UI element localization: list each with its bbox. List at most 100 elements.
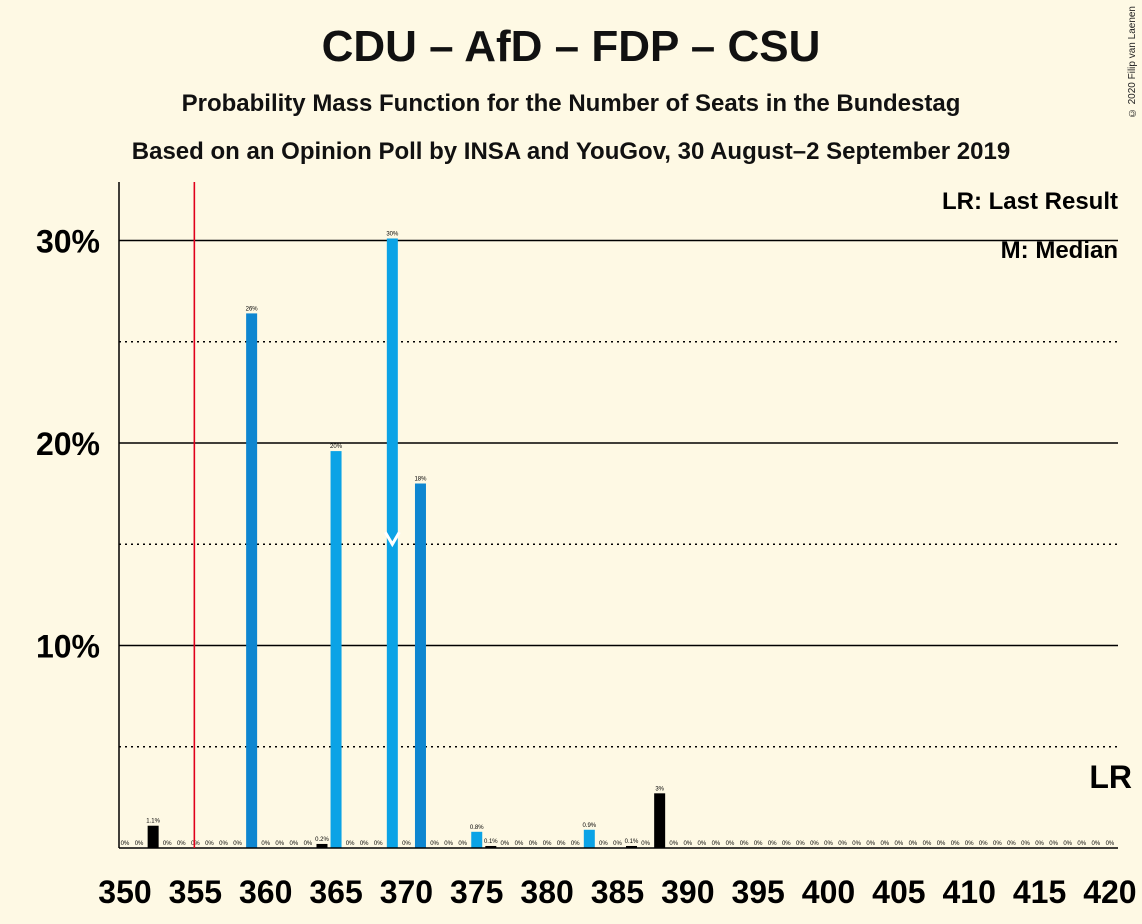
bar-376 — [485, 845, 497, 848]
bar-label-353: 0% — [163, 841, 172, 847]
bar-label-418: 0% — [1077, 841, 1086, 847]
bar-label-419: 0% — [1091, 841, 1100, 847]
legend-last-result: LR: Last Result — [942, 188, 1118, 215]
chart-subtitle-poll: Based on an Opinion Poll by INSA and You… — [131, 138, 1011, 165]
chart-title: CDU – AfD – FDP – CSU — [321, 22, 821, 71]
gridlines — [119, 239, 1118, 748]
bar-label-370: 0% — [402, 841, 411, 847]
bar-label-384: 0% — [599, 841, 608, 847]
bars — [147, 238, 666, 849]
bar-label-387: 0% — [641, 841, 650, 847]
bar-label-409: 0% — [951, 841, 960, 847]
bar-label-367: 0% — [360, 841, 369, 847]
bar-365 — [330, 451, 342, 848]
bar-label-366: 0% — [346, 841, 355, 847]
bar-label-381: 0% — [557, 841, 566, 847]
bar-label-404: 0% — [880, 841, 889, 847]
bar-label-376: 0.1% — [484, 839, 498, 845]
x-tick-405: 405 — [872, 874, 925, 910]
bar-375 — [471, 831, 483, 848]
bar-label-410: 0% — [965, 841, 974, 847]
bar-label-354: 0% — [177, 841, 186, 847]
bar-label-386: 0.1% — [625, 839, 639, 845]
bar-359 — [246, 313, 258, 848]
bar-386 — [626, 845, 638, 848]
y-tick-10: 10% — [36, 629, 100, 665]
bar-label-368: 0% — [374, 841, 383, 847]
bar-label-408: 0% — [937, 841, 946, 847]
bar-label-362: 0% — [290, 841, 299, 847]
bar-label-371: 18% — [414, 477, 427, 483]
axes — [118, 182, 1118, 849]
bar-label-373: 0% — [444, 841, 453, 847]
bar-label-364: 0.2% — [315, 837, 329, 843]
bar-label-406: 0% — [909, 841, 918, 847]
x-tick-370: 370 — [380, 874, 433, 910]
bar-label-414: 0% — [1021, 841, 1030, 847]
bar-label-361: 0% — [275, 841, 284, 847]
bar-label-407: 0% — [923, 841, 932, 847]
bar-label-400: 0% — [824, 841, 833, 847]
bar-label-385: 0% — [613, 841, 622, 847]
x-tick-365: 365 — [309, 874, 362, 910]
x-tick-390: 390 — [661, 874, 714, 910]
bar-352 — [147, 825, 159, 848]
bar-label-392: 0% — [712, 841, 721, 847]
bar-364 — [316, 843, 328, 848]
bar-label-391: 0% — [698, 841, 707, 847]
bar-label-369: 30% — [386, 231, 399, 237]
bar-388 — [654, 793, 666, 848]
bar-label-358: 0% — [233, 841, 242, 847]
bar-label-389: 0% — [669, 841, 678, 847]
bar-label-397: 0% — [782, 841, 791, 847]
x-tick-410: 410 — [943, 874, 996, 910]
bar-label-388: 3% — [655, 786, 664, 792]
x-tick-labels: 350 355 360 365 370 375 380 385 390 395 400 405 410 4… — [98, 874, 1136, 910]
x-tick-385: 385 — [591, 874, 644, 910]
legend-median: M: Median — [1001, 237, 1118, 264]
bar-label-383: 0.9% — [582, 823, 596, 829]
bar-label-360: 0% — [261, 841, 270, 847]
markers — [193, 182, 401, 848]
bar-371 — [414, 483, 426, 848]
x-tick-375: 375 — [450, 874, 503, 910]
bar-label-350: 0% — [121, 841, 130, 847]
x-tick-415: 415 — [1013, 874, 1066, 910]
bar-label-420: 0% — [1106, 841, 1115, 847]
bar-label-382: 0% — [571, 841, 580, 847]
bar-label-412: 0% — [993, 841, 1002, 847]
median-marker — [384, 531, 401, 548]
bar-label-393: 0% — [726, 841, 735, 847]
bar-label-399: 0% — [810, 841, 819, 847]
bar-label-411: 0% — [979, 841, 988, 847]
y-tick-20: 20% — [36, 426, 100, 462]
bar-label-355: 0% — [191, 841, 200, 847]
x-tick-420: 420 — [1083, 874, 1136, 910]
bar-label-356: 0% — [205, 841, 214, 847]
bar-label-416: 0% — [1049, 841, 1058, 847]
bar-labels: 0% 0% 1.1% 0% 0% 0% 0% 0% 0% 26% 0% 0% 0% 0% 0.2% 20% 0%… — [121, 231, 1115, 847]
bar-label-351: 0% — [135, 841, 144, 847]
bar-label-379: 0% — [529, 841, 538, 847]
bar-label-394: 0% — [740, 841, 749, 847]
bar-label-377: 0% — [501, 841, 510, 847]
bar-label-365: 20% — [330, 444, 343, 450]
bar-label-398: 0% — [796, 841, 805, 847]
y-tick-labels: 10% 20% 30% — [36, 224, 100, 665]
bar-label-372: 0% — [430, 841, 439, 847]
bar-label-380: 0% — [543, 841, 552, 847]
x-tick-360: 360 — [239, 874, 292, 910]
bar-label-357: 0% — [219, 841, 228, 847]
chart-subtitle: Probability Mass Function for the Number… — [181, 90, 961, 117]
x-tick-400: 400 — [802, 874, 855, 910]
x-tick-380: 380 — [520, 874, 573, 910]
last-result-label: LR — [1089, 759, 1132, 795]
bar-label-403: 0% — [866, 841, 875, 847]
x-tick-355: 355 — [169, 874, 222, 910]
bar-label-402: 0% — [852, 841, 861, 847]
bar-383 — [583, 829, 595, 848]
bar-label-375: 0.8% — [470, 825, 484, 831]
bar-label-401: 0% — [838, 841, 847, 847]
bar-label-395: 0% — [754, 841, 763, 847]
